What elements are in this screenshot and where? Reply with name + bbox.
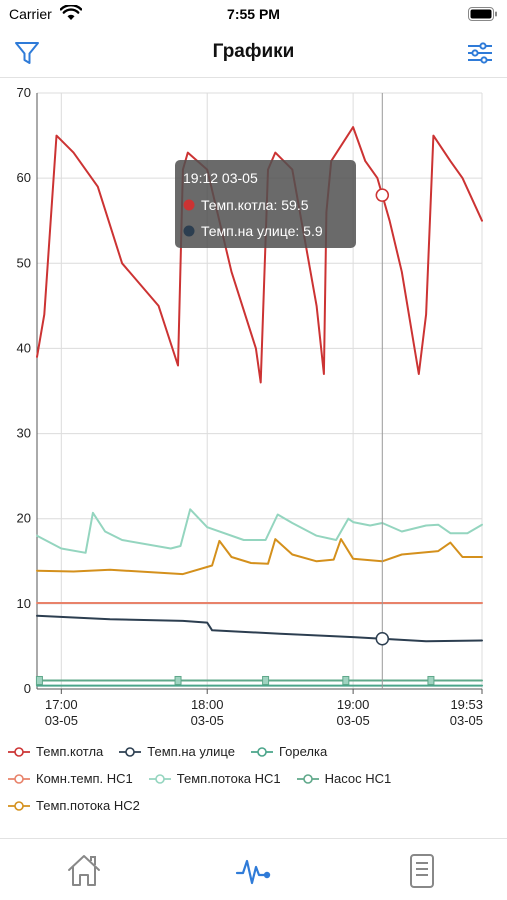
series-line-flow_hc1 [36,508,483,554]
battery-icon [468,7,497,21]
legend-label: Темп.на улице [147,744,235,759]
sliders-icon[interactable] [465,38,495,68]
pump-marker [262,675,270,685]
y-tick-label: 10 [17,596,31,611]
chart-legend: Темп.котла Темп.на улице Горелка Комн.темп.… [8,738,503,819]
tooltip-dot-boiler [183,199,195,211]
legend-item[interactable]: Темп.на улице [119,744,235,759]
legend-label: Темп.потока НС2 [36,798,140,813]
legend-swatch-icon [250,746,273,757]
chart-tooltip: 19:12 03-05 Темп.котла: 59.5 Темп.на улице… [175,160,356,248]
legend-swatch-icon [148,773,171,784]
tooltip-dot-outside [183,225,195,237]
x-tick-time-label: 18:00 [191,697,224,712]
wifi-icon [60,5,82,20]
pulse-icon[interactable] [234,851,274,891]
y-tick-label: 50 [17,255,31,270]
y-tick-label: 0 [24,681,31,696]
y-tick-label: 60 [17,170,31,185]
status-bar: Carrier 7:55 PM [0,0,507,28]
x-tick-time-label: 19:00 [337,697,370,712]
pump-marker [174,675,182,685]
legend-label: Комн.темп. НС1 [36,771,133,786]
pump-marker [427,675,435,685]
legend-swatch-icon [119,746,142,757]
cursor-point-outside [375,632,390,646]
x-tick-time-label: 19:53 [450,697,483,712]
legend-swatch-icon [8,773,30,784]
tooltip-box [175,160,356,248]
legend-swatch-icon [8,800,30,811]
x-tick-date-label: 03-05 [336,713,369,728]
legend-item[interactable]: Темп.потока НС1 [148,771,281,786]
legend-label: Темп.потока НС1 [176,771,281,786]
filter-icon[interactable] [12,38,42,68]
legend-label: Темп.котла [36,744,104,759]
legend-row: Комн.темп. НС1 Темп.потока НС1 Насос НС1 [8,765,503,792]
tooltip-label: Темп.котла: 59.5 [201,197,309,213]
y-tick-label: 20 [17,511,31,526]
carrier-label: Carrier [9,6,52,22]
pump-marker [35,675,43,685]
legend-label: Горелка [278,744,328,759]
legend-swatch-icon [296,773,319,784]
series-line-flow_hc2 [36,538,483,576]
x-tick-date-label: 03-05 [191,713,224,728]
chart[interactable]: 0 10 20 30 40 50 60 70 17:00 03-05 18:00 03-05 19:00… [0,80,507,740]
y-tick-label: 40 [17,340,31,355]
legend-label: Насос НС1 [324,771,392,786]
legend-item[interactable]: Темп.котла [8,744,103,759]
x-tick-time-label: 17:00 [45,697,78,712]
clock: 7:55 PM [227,6,280,22]
y-tick-label: 70 [17,85,31,100]
document-icon[interactable] [402,851,442,891]
legend-item[interactable]: Комн.темп. НС1 [8,771,133,786]
pump-marker [342,675,350,685]
y-tick-label: 30 [17,426,31,441]
home-icon[interactable] [64,851,104,891]
legend-item[interactable]: Насос НС1 [296,771,392,786]
tab-bar [0,838,507,900]
chart-svg[interactable]: 01020304050607017:0003-0518:0003-0519:00… [0,80,507,740]
legend-row: Темп.котла Темп.на улице Горелка [8,738,503,765]
x-tick-date-label: 03-05 [45,713,78,728]
legend-item[interactable]: Темп.потока НС2 [8,798,140,813]
x-tick-date-label: 03-05 [450,713,483,728]
page-title: Графики [212,41,295,62]
legend-item[interactable]: Горелка [250,744,328,759]
legend-row: Темп.потока НС2 [8,792,503,819]
legend-swatch-icon [8,746,30,757]
tooltip-time: 19:12 03-05 [183,170,258,186]
nav-bar: Графики [0,28,507,78]
tooltip-label: Темп.на улице: 5.9 [201,223,323,239]
cursor-point-boiler [375,188,390,202]
series-line-outside [36,614,483,643]
